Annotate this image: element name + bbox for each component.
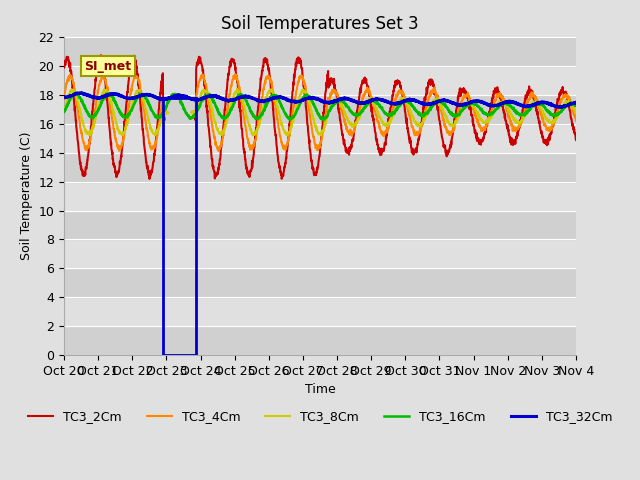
TC3_2Cm bbox=[557, 87, 565, 93]
Bar bbox=[64, 240, 576, 268]
TC3_8Cm bbox=[86, 132, 94, 137]
TC3_4Cm bbox=[86, 137, 94, 143]
TC3_16Cm bbox=[464, 101, 472, 107]
TC3_2Cm bbox=[86, 137, 94, 143]
TC3_32Cm bbox=[309, 96, 317, 101]
Y-axis label: Soil Temperature (C): Soil Temperature (C) bbox=[20, 132, 33, 260]
TC3_8Cm bbox=[557, 107, 565, 112]
TC3_16Cm bbox=[309, 101, 317, 107]
Bar bbox=[64, 95, 576, 124]
X-axis label: Time: Time bbox=[305, 383, 335, 396]
TC3_4Cm bbox=[296, 73, 303, 79]
TC3_16Cm bbox=[72, 90, 79, 96]
TC3_2Cm bbox=[463, 93, 471, 98]
Text: SI_met: SI_met bbox=[84, 60, 132, 72]
Line: TC3_8Cm: TC3_8Cm bbox=[64, 88, 576, 135]
TC3_2Cm bbox=[557, 88, 565, 94]
Line: TC3_16Cm: TC3_16Cm bbox=[64, 93, 576, 120]
TC3_32Cm bbox=[557, 104, 565, 109]
Bar bbox=[64, 37, 576, 66]
TC3_2Cm bbox=[572, 137, 580, 143]
Bar bbox=[64, 326, 576, 355]
TC3_32Cm bbox=[557, 104, 565, 110]
Line: TC3_2Cm: TC3_2Cm bbox=[64, 55, 576, 179]
TC3_8Cm bbox=[557, 106, 565, 112]
Line: TC3_32Cm: TC3_32Cm bbox=[64, 93, 576, 108]
TC3_32Cm bbox=[73, 90, 81, 96]
TC3_8Cm bbox=[60, 109, 68, 115]
Line: TC3_4Cm: TC3_4Cm bbox=[64, 74, 576, 151]
TC3_16Cm bbox=[558, 109, 566, 115]
Legend: TC3_2Cm, TC3_4Cm, TC3_8Cm, TC3_16Cm, TC3_32Cm: TC3_2Cm, TC3_4Cm, TC3_8Cm, TC3_16Cm, TC3… bbox=[23, 405, 617, 428]
TC3_8Cm bbox=[463, 99, 471, 105]
TC3_32Cm bbox=[296, 98, 303, 104]
Bar bbox=[64, 124, 576, 153]
TC3_16Cm bbox=[296, 102, 303, 108]
TC3_16Cm bbox=[60, 108, 68, 114]
TC3_4Cm bbox=[309, 134, 317, 140]
TC3_32Cm bbox=[86, 93, 94, 99]
TC3_16Cm bbox=[557, 108, 565, 114]
TC3_16Cm bbox=[86, 113, 94, 119]
Bar bbox=[64, 153, 576, 181]
Bar bbox=[64, 297, 576, 326]
TC3_32Cm bbox=[60, 94, 68, 100]
TC3_2Cm bbox=[60, 64, 68, 70]
TC3_8Cm bbox=[572, 109, 580, 115]
Bar bbox=[64, 181, 576, 211]
TC3_8Cm bbox=[309, 114, 317, 120]
TC3_16Cm bbox=[318, 117, 326, 122]
Title: Soil Temperatures Set 3: Soil Temperatures Set 3 bbox=[221, 15, 419, 33]
Bar bbox=[64, 211, 576, 240]
Bar bbox=[64, 66, 576, 95]
TC3_4Cm bbox=[572, 118, 580, 123]
Bar bbox=[64, 268, 576, 297]
TC3_4Cm bbox=[557, 96, 565, 102]
TC3_4Cm bbox=[557, 98, 565, 104]
Bar bbox=[163, 98, 196, 355]
TC3_8Cm bbox=[296, 93, 303, 98]
TC3_2Cm bbox=[296, 60, 303, 65]
TC3_2Cm bbox=[309, 166, 317, 171]
TC3_32Cm bbox=[558, 105, 566, 110]
TC3_32Cm bbox=[572, 100, 580, 106]
TC3_32Cm bbox=[463, 101, 471, 107]
TC3_4Cm bbox=[60, 96, 68, 102]
TC3_4Cm bbox=[463, 93, 471, 99]
TC3_16Cm bbox=[572, 103, 580, 109]
